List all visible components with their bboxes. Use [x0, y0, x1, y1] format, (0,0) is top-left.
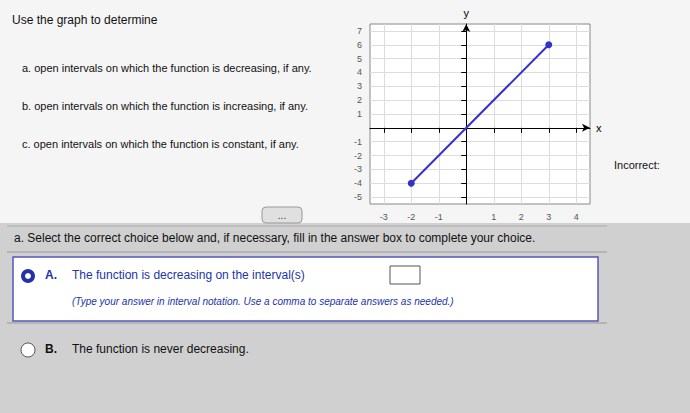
svg-text:(Type your answer in interval: (Type your answer in interval notation. … [72, 296, 454, 307]
svg-text:Use the graph to determine: Use the graph to determine [12, 13, 158, 27]
svg-text:a. Select the correct choice b: a. Select the correct choice below and, … [14, 231, 535, 245]
svg-text:2: 2 [357, 95, 362, 105]
svg-text:3: 3 [357, 81, 362, 91]
svg-text:b. open intervals on which the: b. open intervals on which the function … [22, 100, 308, 112]
svg-text:-5: -5 [354, 192, 362, 202]
svg-text:5: 5 [357, 54, 362, 64]
svg-text:2: 2 [519, 212, 524, 222]
svg-text:A.: A. [45, 268, 57, 282]
svg-text:1: 1 [491, 212, 496, 222]
svg-text:y: y [464, 7, 470, 19]
svg-text:-4: -4 [354, 178, 362, 188]
svg-text:-2: -2 [407, 212, 415, 222]
svg-text:a. open intervals on which the: a. open intervals on which the function … [22, 62, 312, 74]
svg-text:3: 3 [546, 212, 551, 222]
svg-text:Incorrect:: Incorrect: [614, 159, 660, 171]
svg-text:...: ... [278, 210, 286, 221]
svg-text:1: 1 [357, 109, 362, 119]
svg-text:4: 4 [357, 67, 362, 77]
svg-text:-1: -1 [435, 212, 443, 222]
svg-text:-3: -3 [380, 212, 388, 222]
svg-text:6: 6 [357, 40, 362, 50]
svg-text:c. open intervals on which the: c. open intervals on which the function … [22, 138, 299, 150]
svg-text:The function is decreasing on: The function is decreasing on the interv… [72, 268, 305, 282]
svg-text:7: 7 [357, 26, 362, 36]
svg-text:-3: -3 [354, 164, 362, 174]
svg-text:-2: -2 [354, 151, 362, 161]
svg-text:B.: B. [45, 342, 57, 356]
svg-text:4: 4 [574, 212, 579, 222]
svg-text:The function is never decreasi: The function is never decreasing. [72, 342, 249, 356]
svg-text:x: x [596, 122, 602, 134]
svg-text:-1: -1 [354, 137, 362, 147]
